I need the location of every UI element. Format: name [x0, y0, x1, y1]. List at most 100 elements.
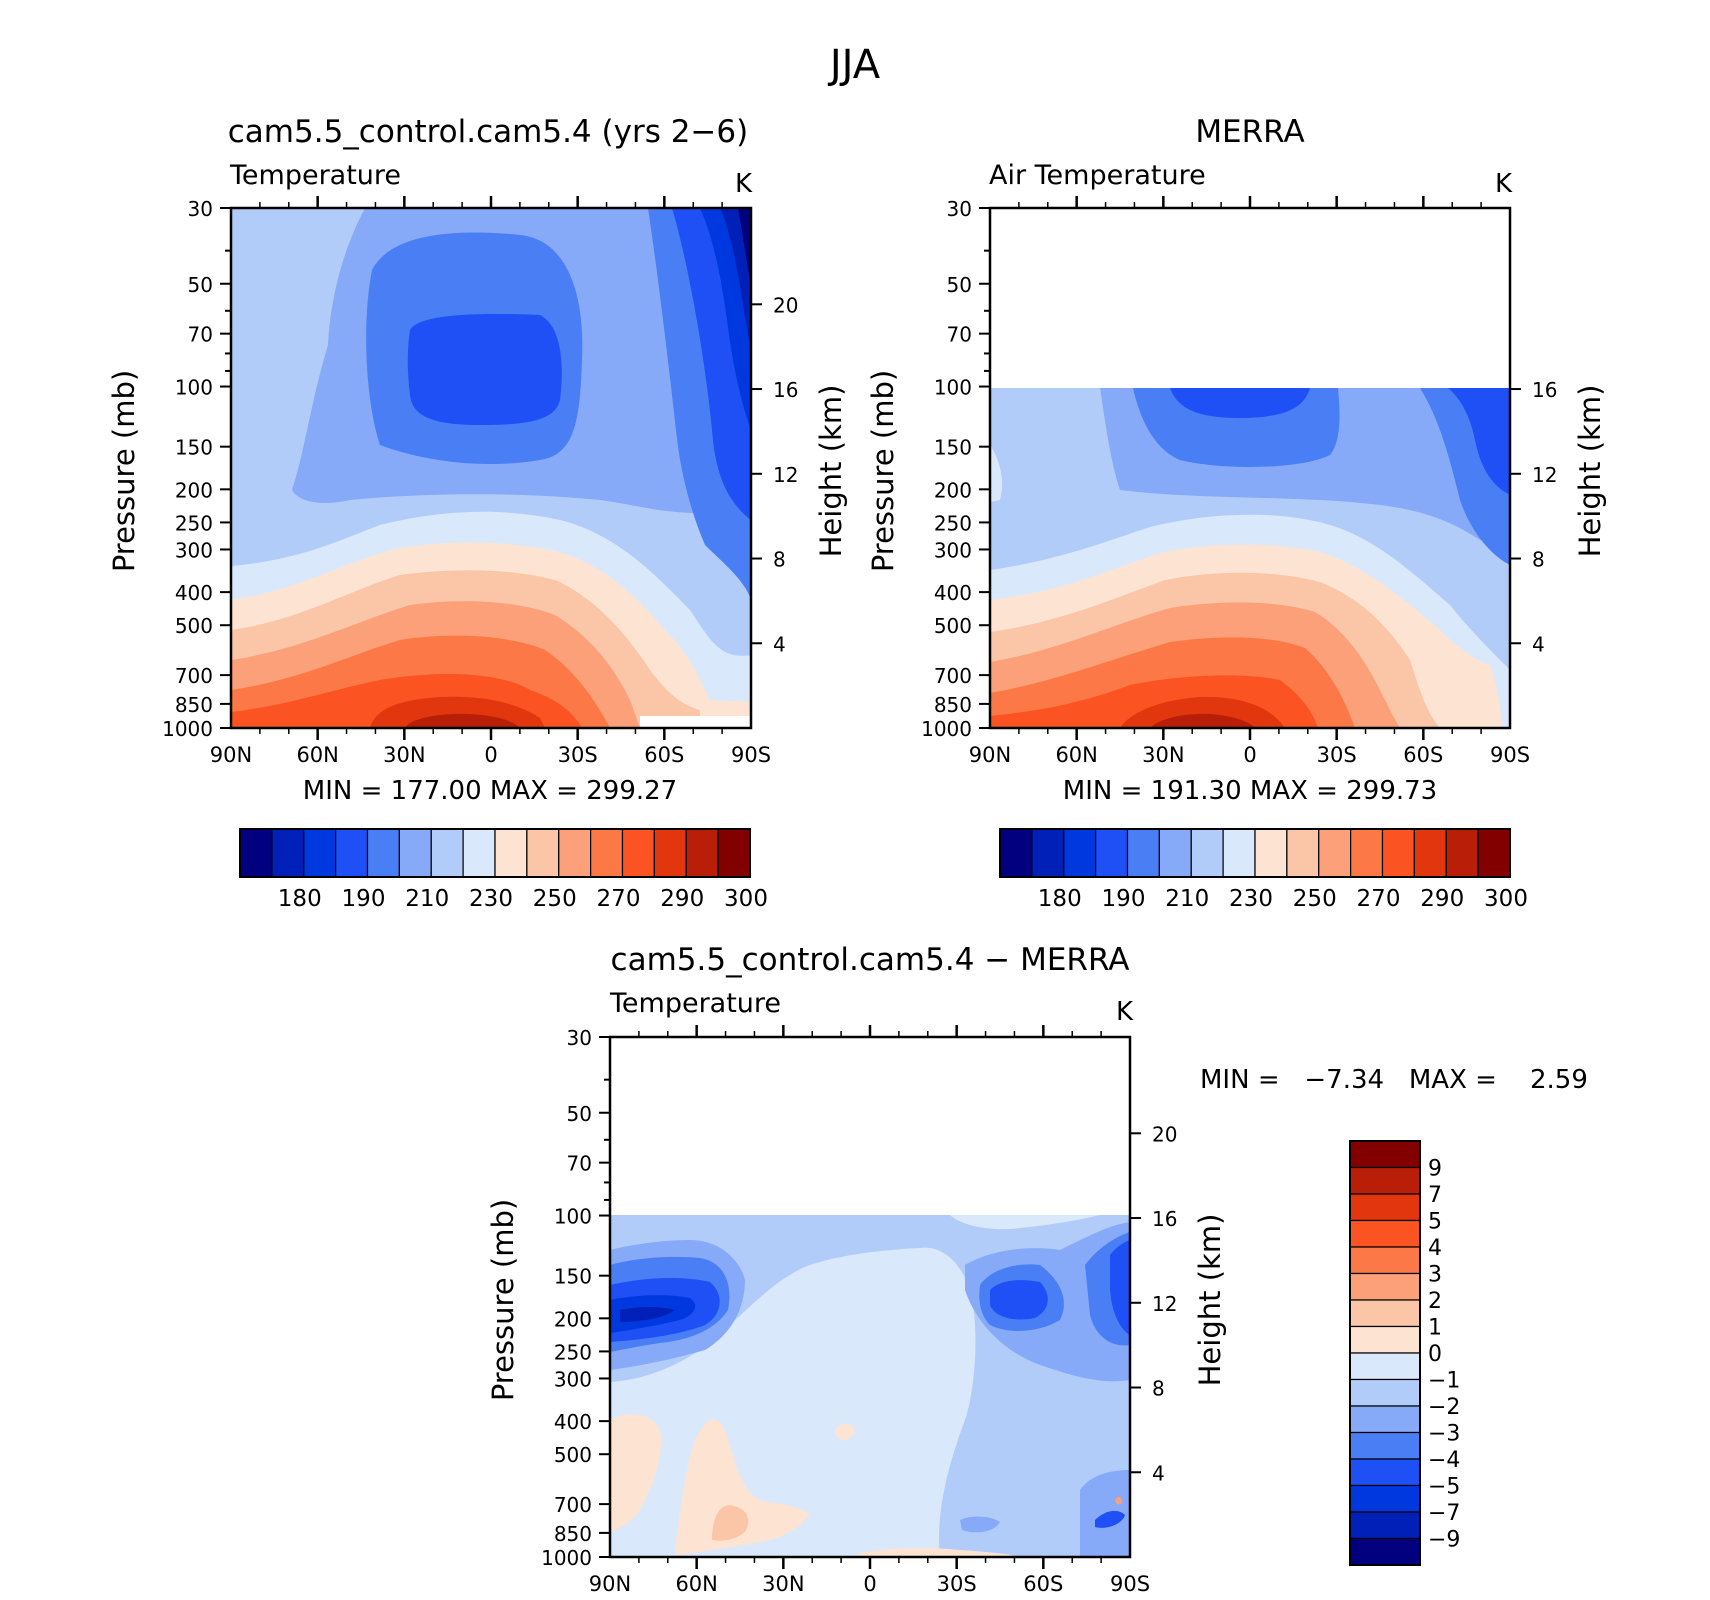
- colorbar-swatch: [1349, 1219, 1421, 1248]
- x-tick-label: 0: [1243, 743, 1256, 767]
- missing-data-strip: [640, 716, 751, 728]
- colorbar-label: −3: [1428, 1422, 1460, 1447]
- colorbar-swatch: [1158, 828, 1192, 878]
- colorbar-label: 9: [1428, 1157, 1442, 1182]
- panel-merra-temperature: MERRA Air Temperature K Pressure (mb) He…: [866, 114, 1607, 912]
- colorbar-swatch: [271, 828, 305, 878]
- colorbar-label: 180: [1038, 886, 1082, 912]
- y-tick-label: 1000: [162, 717, 213, 741]
- y2-tick-label: 4: [1532, 632, 1545, 656]
- contour-level-band: [1095, 1510, 1125, 1528]
- x-ticks: 90N 60N 30N 0 30S 60S 90S: [969, 196, 1530, 767]
- y2-axis-label: Height (km): [814, 385, 848, 558]
- variable-label: Air Temperature: [989, 160, 1206, 191]
- contour-level-band: [850, 1548, 1020, 1557]
- contour-level-band: [990, 445, 1002, 502]
- colorbar-label: 0: [1428, 1342, 1442, 1367]
- colorbar-swatch: [526, 828, 560, 878]
- units-label: K: [1116, 997, 1134, 1027]
- colorbar-label: 230: [469, 886, 513, 912]
- figure-title: JJA: [827, 42, 881, 88]
- x-tick-label: 60N: [296, 743, 338, 767]
- contour-level-band: [675, 1419, 810, 1555]
- colorbar-swatch: [335, 828, 369, 878]
- y-tick-label: 150: [554, 1265, 592, 1289]
- colorbar-swatch: [1349, 1537, 1421, 1566]
- colorbar-swatch: [1349, 1325, 1421, 1354]
- colorbar-label: 190: [342, 886, 386, 912]
- colorbar-swatch: [1445, 828, 1479, 878]
- colorbar-label: 4: [1428, 1236, 1442, 1261]
- panel-difference-temperature: cam5.5_control.cam5.4 − MERRA Temperatur…: [486, 942, 1588, 1596]
- x-tick-label: 0: [484, 743, 497, 767]
- x-tick-label: 60S: [644, 743, 684, 767]
- contour-level-band: [1120, 696, 1285, 728]
- y-tick-label: 850: [554, 1522, 592, 1546]
- panel-title: MERRA: [1195, 114, 1304, 150]
- y2-axis-label: Height (km): [1193, 1214, 1227, 1387]
- y2-axis-label: Height (km): [1573, 385, 1607, 558]
- colorbar-label: 290: [1420, 886, 1464, 912]
- colorbar-label: 270: [1357, 886, 1401, 912]
- x-tick-label: 60N: [1055, 743, 1097, 767]
- colorbar-label: 300: [1484, 886, 1528, 912]
- x-tick-label: 60N: [675, 1572, 717, 1596]
- y-axis-label: Pressure (mb): [866, 370, 900, 572]
- y-tick-label: 30: [188, 197, 213, 221]
- y-tick-label: 400: [175, 581, 213, 605]
- colorbar-label: 250: [533, 886, 577, 912]
- colorbar-label: 290: [660, 886, 704, 912]
- x-tick-label: 90N: [589, 1572, 631, 1596]
- y-tick-label: 150: [175, 436, 213, 460]
- colorbar-swatch: [1349, 1272, 1421, 1301]
- colorbar-swatch: [621, 828, 655, 878]
- colorbar-label: 5: [1428, 1210, 1442, 1235]
- contour-level-band: [738, 208, 751, 285]
- y-tick-label: 250: [554, 1340, 592, 1364]
- colorbar-swatch: [1349, 1193, 1421, 1222]
- y-tick-label: 70: [188, 323, 213, 347]
- y-tick-label: 500: [934, 614, 972, 638]
- colorbar-swatch: [558, 828, 592, 878]
- y-tick-label: 1000: [541, 1546, 592, 1570]
- contour-level-band: [405, 713, 520, 728]
- contour-level-band: [620, 1307, 675, 1322]
- colorbar-frame: [239, 828, 751, 878]
- y-tick-label: 200: [554, 1307, 592, 1331]
- colorbar-swatch: [1190, 828, 1224, 878]
- y2-ticks: 4 8 12 16 20: [751, 293, 798, 656]
- x-tick-label: 60S: [1023, 1572, 1063, 1596]
- contour-level-band: [712, 1505, 749, 1541]
- y2-tick-label: 4: [773, 632, 786, 656]
- colorbar-label: 230: [1229, 886, 1273, 912]
- y-tick-label: 400: [554, 1410, 592, 1434]
- colorbar-swatch: [1318, 828, 1352, 878]
- contour-level-band: [1170, 388, 1310, 418]
- colorbar-label: −1: [1428, 1369, 1460, 1394]
- y-tick-label: 100: [934, 376, 972, 400]
- y-tick-label: 30: [567, 1026, 592, 1050]
- colorbar-label: −7: [1428, 1501, 1460, 1526]
- x-tick-label: 30S: [558, 743, 598, 767]
- colorbar-swatch: [1286, 828, 1320, 878]
- x-tick-label: 90S: [1490, 743, 1530, 767]
- x-tick-label: 90S: [1110, 1572, 1150, 1596]
- y-tick-label: 50: [188, 273, 213, 297]
- colorbar-label: 270: [597, 886, 641, 912]
- y-tick-label: 700: [934, 664, 972, 688]
- y2-tick-label: 12: [1152, 1292, 1177, 1316]
- colorbar-swatch: [1349, 1299, 1421, 1328]
- colorbar-swatch: [239, 828, 273, 878]
- colorbar-frame: [1349, 1140, 1421, 1566]
- contour-plot: [610, 1215, 1130, 1557]
- contour-level-band: [720, 208, 751, 350]
- colorbar-label: −9: [1428, 1528, 1460, 1553]
- contour-level-band: [960, 1516, 1000, 1533]
- colorbar-swatch: [1254, 828, 1288, 878]
- colorbar-swatch: [494, 828, 528, 878]
- colorbar-swatch: [430, 828, 464, 878]
- y-tick-label: 70: [567, 1152, 592, 1176]
- y-tick-label: 250: [934, 511, 972, 535]
